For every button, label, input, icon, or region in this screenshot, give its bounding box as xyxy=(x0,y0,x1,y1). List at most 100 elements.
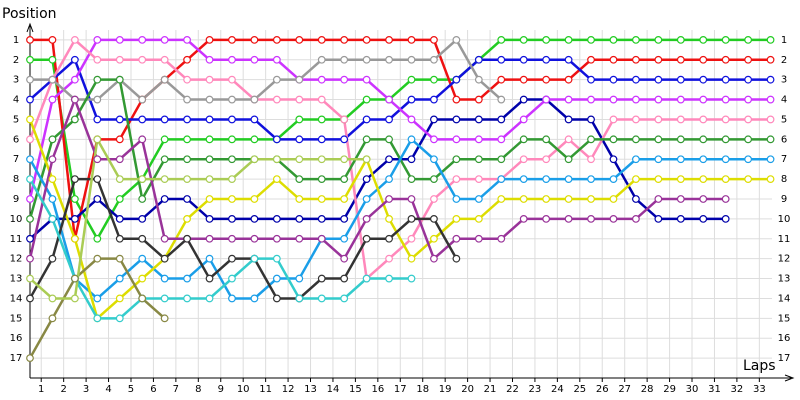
lap-marker xyxy=(205,35,214,44)
lap-marker xyxy=(272,254,281,263)
y-tick-label-right: 8 xyxy=(781,174,787,185)
series-line xyxy=(28,257,166,359)
lap-marker xyxy=(115,294,124,303)
lap-marker xyxy=(744,35,753,44)
lap-marker xyxy=(115,135,124,144)
lap-marker xyxy=(340,75,349,84)
lap-marker xyxy=(407,234,416,243)
lap-marker xyxy=(295,75,304,84)
lap-marker xyxy=(542,95,551,104)
lap-marker xyxy=(362,175,371,184)
y-tick-label: 14 xyxy=(10,293,23,304)
lap-marker xyxy=(452,254,461,263)
x-tick-label: 4 xyxy=(105,384,111,395)
lap-marker xyxy=(766,75,775,84)
lap-marker xyxy=(250,195,259,203)
lap-marker xyxy=(295,234,304,243)
y-tick-label-right: 15 xyxy=(778,313,791,324)
lap-marker xyxy=(295,214,304,223)
lap-marker xyxy=(699,75,708,84)
lap-marker xyxy=(654,214,663,223)
lap-marker xyxy=(654,35,663,44)
lap-marker xyxy=(205,274,214,283)
lap-marker xyxy=(676,195,685,203)
lap-marker xyxy=(317,115,326,124)
lap-marker xyxy=(160,195,169,203)
lap-marker xyxy=(26,214,34,223)
lap-marker xyxy=(587,95,595,104)
lap-marker xyxy=(385,35,393,44)
lap-marker xyxy=(407,175,416,184)
lap-marker xyxy=(519,135,528,144)
lap-marker xyxy=(93,294,102,303)
lap-marker xyxy=(317,274,326,283)
lap-marker xyxy=(205,294,214,303)
lap-marker xyxy=(138,135,147,144)
lap-marker xyxy=(676,55,685,64)
lap-marker xyxy=(362,35,371,44)
x-tick-label: 10 xyxy=(237,384,250,395)
lap-marker xyxy=(452,75,461,84)
lap-marker xyxy=(340,214,349,223)
x-axis xyxy=(30,374,795,382)
series-line xyxy=(28,38,771,200)
lap-marker xyxy=(205,214,214,223)
lap-marker xyxy=(272,274,281,283)
lap-marker xyxy=(48,155,57,164)
lap-marker xyxy=(93,254,102,263)
x-tick-label: 15 xyxy=(349,384,362,395)
lap-marker xyxy=(744,55,753,64)
lap-marker xyxy=(676,214,685,223)
lap-marker xyxy=(564,195,573,203)
lap-marker xyxy=(362,214,371,223)
lap-marker xyxy=(519,214,528,223)
y-tick-label: 8 xyxy=(13,174,19,185)
lap-marker xyxy=(70,55,79,64)
lap-marker xyxy=(115,115,124,124)
lap-marker xyxy=(26,35,34,44)
lap-marker xyxy=(70,294,79,303)
lap-marker xyxy=(474,175,483,184)
lap-marker xyxy=(183,35,191,44)
lap-marker xyxy=(48,95,57,104)
lap-marker xyxy=(138,35,147,44)
lap-marker xyxy=(160,234,169,243)
lap-marker xyxy=(272,75,281,84)
y-tick-label-right: 13 xyxy=(778,274,791,285)
lap-marker xyxy=(115,234,124,243)
lap-marker xyxy=(452,195,461,203)
lap-marker xyxy=(317,95,326,104)
lap-marker xyxy=(385,175,393,184)
y-tick-label-right: 3 xyxy=(781,75,787,86)
lap-marker xyxy=(542,175,551,184)
y-tick-label-right: 12 xyxy=(778,254,791,265)
lap-marker xyxy=(138,115,147,124)
lap-marker xyxy=(295,294,304,303)
lap-marker xyxy=(250,155,259,164)
lap-marker xyxy=(295,135,304,144)
lap-marker xyxy=(228,234,236,243)
lap-marker xyxy=(474,55,483,64)
lap-marker xyxy=(48,294,57,303)
lap-marker xyxy=(26,75,34,84)
lap-marker xyxy=(676,135,685,144)
lap-marker xyxy=(26,254,34,263)
lap-marker xyxy=(587,75,595,84)
lap-marker xyxy=(138,175,147,184)
lap-marker xyxy=(317,55,326,64)
lap-marker xyxy=(385,135,393,144)
lap-marker xyxy=(362,274,371,283)
lap-marker xyxy=(430,254,438,263)
lap-marker xyxy=(766,115,775,124)
x-tick-label: 19 xyxy=(439,384,452,395)
y-tick-label-right: 7 xyxy=(781,154,787,165)
lap-marker xyxy=(497,95,506,104)
lap-marker xyxy=(766,95,775,104)
lap-marker xyxy=(205,75,214,84)
x-tick-label: 32 xyxy=(731,384,744,395)
lap-marker xyxy=(407,115,416,124)
lap-marker xyxy=(70,75,79,84)
lap-marker xyxy=(340,135,349,144)
lap-marker xyxy=(407,55,416,64)
lap-marker xyxy=(519,155,528,164)
